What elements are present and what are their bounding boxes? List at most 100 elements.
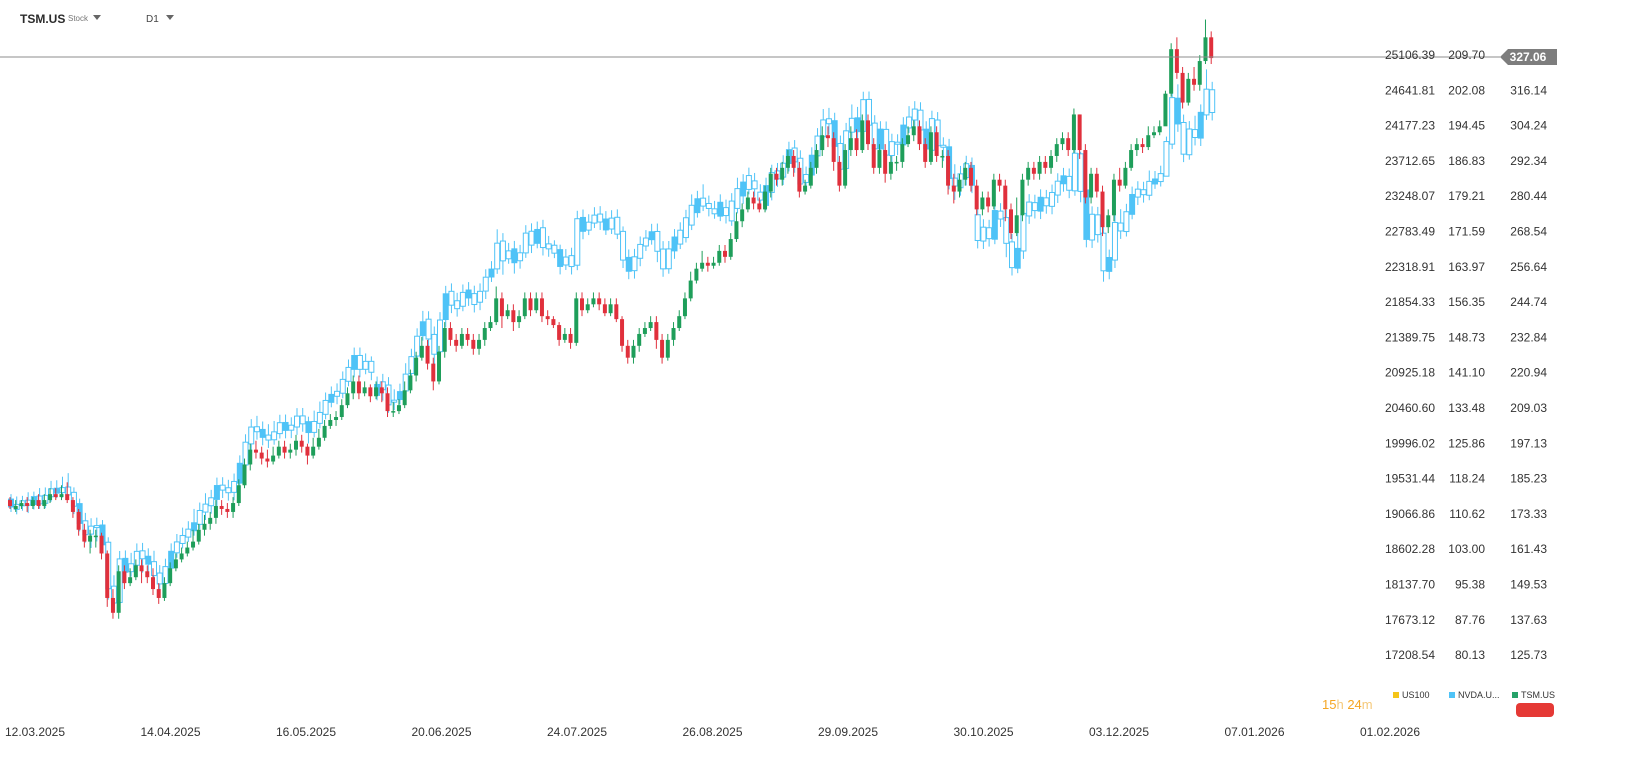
nvda-candle-body (625, 256, 632, 272)
nvda-candle-body (671, 236, 678, 252)
nvda-tick-label: 141.10 (1448, 366, 1485, 380)
nvda-candle-body (1020, 212, 1027, 252)
nvda-candle-body (437, 319, 443, 353)
tsm-candle-body (145, 571, 150, 578)
nvda-candle-body (368, 360, 375, 373)
tsm-candle-body (1003, 185, 1008, 210)
tsm-candle-body (677, 316, 682, 329)
nvda-candle-body (1054, 180, 1061, 196)
nvda-candle-body (276, 422, 283, 435)
tsm-candle-body (437, 351, 441, 382)
nvda-candle-body (711, 208, 718, 215)
date-tick-label: 12.03.2025 (5, 725, 65, 739)
alert-button[interactable] (1516, 703, 1554, 717)
nvda-candle-body (1209, 89, 1216, 114)
tsm-candle-body (1129, 150, 1134, 168)
nvda-candle-body (396, 391, 403, 401)
us100-tick-label: 22318.91 (1385, 260, 1435, 274)
nvda-candle-body (597, 213, 604, 223)
tsm-candle-body (65, 494, 70, 501)
nvda-candle-body (1089, 213, 1096, 241)
nvda-candle-body (1186, 128, 1193, 156)
nvda-candle-body (499, 240, 506, 262)
legend-us100[interactable]: US100 (1393, 690, 1430, 700)
tsm-candle-body (173, 559, 178, 569)
tsm-candle-body (1117, 179, 1122, 186)
tsm-candle-body (660, 339, 665, 358)
nvda-candle-body (820, 119, 827, 138)
nvda-candle-body (454, 300, 461, 310)
nvda-candle-body (642, 237, 649, 247)
tsm-candle-body (1197, 61, 1202, 85)
timeframe-selector[interactable]: D1 (146, 14, 159, 25)
nvda-candle-body (414, 335, 421, 357)
tsm-candle-body (923, 144, 928, 162)
tsm-candle-body (454, 339, 459, 346)
date-axis: 12.03.2025 14.04.2025 16.05.2025 20.06.2025… (5, 725, 1420, 739)
tsm-candle-body (374, 387, 379, 397)
date-tick-label: 29.09.2025 (818, 725, 878, 739)
nvda-tick-label: 118.24 (1449, 472, 1485, 486)
timeframe-dropdown-icon[interactable] (166, 15, 174, 20)
tsm-candle-body (1174, 49, 1179, 73)
symbol-label[interactable]: TSM.US (20, 12, 66, 26)
tsm-series (8, 19, 1214, 619)
tsm-candle-body (53, 494, 58, 498)
current-price-label: 327.06 (1510, 50, 1547, 64)
nvda-candle-body (213, 485, 220, 500)
tsm-tick-label: 149.53 (1510, 578, 1547, 592)
tsm-candle-body (808, 167, 813, 186)
tsm-candle-body (253, 449, 258, 453)
nvda-candle-body (574, 218, 581, 266)
tsm-candle-body (1140, 144, 1145, 148)
tsm-candle-body (768, 173, 773, 192)
nvda-candle-body (271, 431, 278, 441)
tsm-tick-label: 197.13 (1510, 436, 1547, 450)
nvda-candle-body (356, 354, 363, 370)
tsm-candle-body (122, 571, 127, 584)
tsm-candle-body (654, 322, 659, 340)
tsm-candle-body (345, 393, 350, 406)
nvda-candle-body (1174, 97, 1181, 125)
nvda-candle-body (528, 230, 535, 246)
nvda-candle-body (168, 550, 175, 569)
nvda-tick-label: 156.35 (1448, 295, 1485, 309)
nvda-candle-body (402, 373, 409, 392)
tsm-candle-body (820, 135, 825, 151)
nvda-candle-body (442, 293, 449, 321)
nvda-candle-body (208, 497, 215, 507)
nvda-candle-body (717, 201, 724, 217)
nvda-candle-body (1026, 201, 1033, 217)
us100-axis: 25106.39 24641.81 24177.23 23712.65 23248.07… (1385, 48, 1435, 662)
tsm-candle-body (1123, 167, 1128, 186)
nvda-candle-body (122, 557, 129, 573)
nvda-candle-body (534, 228, 541, 244)
us100-tick-label: 19996.02 (1385, 436, 1435, 450)
nvda-candle-body (1094, 214, 1101, 236)
tsm-candle-body (825, 135, 830, 139)
nvda-candle-body (1009, 241, 1015, 269)
nvda-candle-body (877, 128, 884, 150)
us100-tick-label: 24177.23 (1385, 119, 1435, 133)
tsm-candle-body (888, 161, 893, 174)
us100-tick-label: 17208.54 (1385, 648, 1435, 662)
nvda-candle-body (391, 399, 398, 403)
tsm-tick-label: 161.43 (1510, 542, 1547, 556)
nvda-candle-body (580, 216, 586, 232)
nvda-candle-body (620, 230, 627, 261)
nvda-candle-body (459, 291, 466, 307)
us100-tick-label: 22783.49 (1385, 225, 1435, 239)
nvda-candle-body (986, 227, 993, 240)
date-tick-label: 14.04.2025 (140, 725, 200, 739)
instrument-type-label: Stock (68, 14, 89, 23)
nvda-tick-label: 148.73 (1448, 330, 1485, 344)
nvda-tick-label: 179.21 (1448, 189, 1485, 203)
legend-nvda[interactable]: NVDA.U... (1449, 690, 1500, 700)
legend-tsm[interactable]: TSM.US (1512, 690, 1555, 700)
us100-tick-label: 18602.28 (1385, 542, 1435, 556)
tsm-tick-label: 232.84 (1510, 330, 1547, 344)
tsm-candle-body (723, 250, 727, 257)
symbol-dropdown-icon[interactable] (93, 15, 101, 20)
tsm-candle-body (757, 203, 762, 210)
